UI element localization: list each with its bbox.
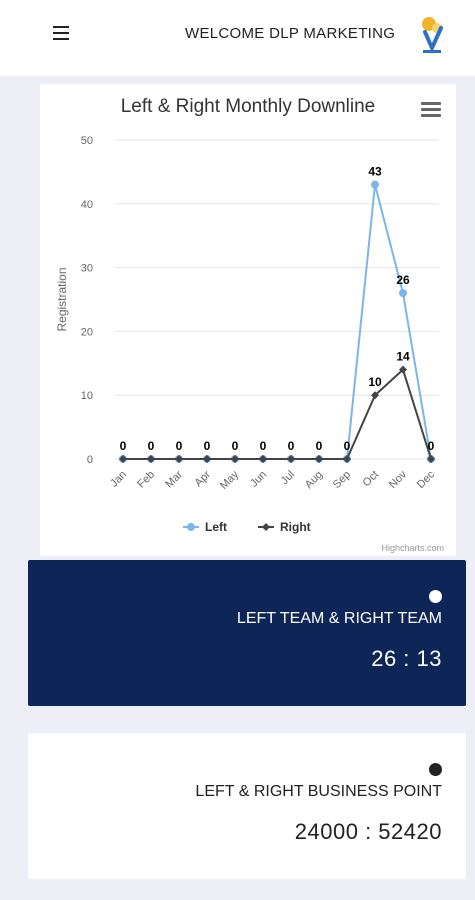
y-tick-label: 0 bbox=[87, 454, 93, 466]
y-tick-label: 20 bbox=[81, 326, 93, 338]
legend-marker-right bbox=[262, 523, 270, 531]
indicator-dot bbox=[429, 763, 442, 776]
data-label-left: 26 bbox=[396, 273, 410, 287]
data-point-left bbox=[399, 289, 407, 298]
data-label-left: 43 bbox=[368, 165, 382, 179]
data-point-right bbox=[343, 455, 351, 463]
y-tick-label: 50 bbox=[81, 135, 93, 147]
y-axis-label: Registration bbox=[55, 267, 69, 331]
y-tick-label: 40 bbox=[81, 199, 93, 211]
x-tick-label: Jul bbox=[279, 469, 297, 487]
x-tick-label: May bbox=[218, 468, 242, 492]
indicator-dot bbox=[429, 590, 442, 603]
welcome-text: WELCOME DLP MARKETING bbox=[185, 25, 396, 42]
x-tick-label: Aug bbox=[303, 469, 325, 491]
data-point-right bbox=[259, 455, 267, 463]
x-tick-label: Jun bbox=[248, 469, 269, 490]
data-point-right bbox=[175, 455, 183, 463]
x-tick-label: Apr bbox=[193, 468, 214, 489]
data-label-right: 14 bbox=[396, 350, 410, 364]
team-card-title: LEFT TEAM & RIGHT TEAM bbox=[236, 610, 442, 627]
x-tick-label: Mar bbox=[163, 468, 185, 490]
data-point-right bbox=[399, 365, 407, 374]
data-point-right bbox=[427, 455, 435, 463]
series-line-left bbox=[123, 184, 432, 460]
data-point-right bbox=[287, 455, 295, 463]
x-tick-label: Dec bbox=[415, 468, 438, 491]
hamburger-icon[interactable] bbox=[53, 26, 69, 40]
business-point-card: LEFT & RIGHT BUSINESS POINT 24000 : 5242… bbox=[28, 733, 466, 879]
data-label-left: 0 bbox=[204, 439, 211, 453]
team-summary-card: LEFT TEAM & RIGHT TEAM 26 : 13 bbox=[28, 560, 466, 706]
data-label-left: 0 bbox=[316, 439, 323, 453]
data-point-right bbox=[203, 455, 211, 463]
legend-label-right: Right bbox=[280, 520, 311, 534]
x-tick-label: Jan bbox=[108, 469, 129, 490]
business-card-value: 24000 : 52420 bbox=[294, 819, 442, 844]
data-point-left bbox=[371, 180, 379, 189]
chart-title: Left & Right Monthly Downline bbox=[121, 96, 376, 117]
data-point-right bbox=[371, 391, 379, 400]
data-label-left: 0 bbox=[148, 439, 155, 453]
x-tick-label: Feb bbox=[135, 469, 157, 491]
y-tick-label: 10 bbox=[81, 390, 93, 402]
team-card-value: 26 : 13 bbox=[371, 646, 442, 671]
data-point-right bbox=[231, 455, 239, 463]
data-label-left: 0 bbox=[260, 439, 267, 453]
data-label-left: 0 bbox=[176, 439, 183, 453]
legend-label-left: Left bbox=[205, 520, 227, 534]
data-point-right bbox=[119, 455, 127, 463]
series-line-right bbox=[123, 367, 432, 460]
business-card-title: LEFT & RIGHT BUSINESS POINT bbox=[195, 783, 442, 800]
data-label-left: 0 bbox=[288, 439, 295, 453]
x-tick-label: Sep bbox=[331, 469, 353, 491]
downline-chart: Left & Right Monthly Downline 0 10 20 30 40 50… bbox=[55, 96, 444, 553]
data-label-left: 0 bbox=[120, 439, 127, 453]
x-tick-label: Oct bbox=[361, 469, 382, 490]
legend-marker-left bbox=[187, 523, 195, 531]
data-label-left: 0 bbox=[232, 439, 239, 453]
downline-chart-card: Left & Right Monthly Downline 0 10 20 30 40 50… bbox=[40, 84, 456, 556]
chart-menu-icon[interactable] bbox=[421, 102, 441, 118]
data-label-right: 10 bbox=[368, 375, 382, 389]
app-header: WELCOME DLP MARKETING bbox=[0, 0, 475, 76]
dlp-logo bbox=[422, 17, 443, 53]
data-label-left: 0 bbox=[344, 439, 351, 453]
data-label-left: 0 bbox=[428, 439, 435, 453]
data-point-right bbox=[315, 455, 323, 463]
y-tick-label: 30 bbox=[81, 263, 93, 275]
data-point-right bbox=[147, 455, 155, 463]
x-tick-label: Nov bbox=[387, 468, 410, 491]
chart-credits: Highcharts.com bbox=[381, 543, 444, 553]
